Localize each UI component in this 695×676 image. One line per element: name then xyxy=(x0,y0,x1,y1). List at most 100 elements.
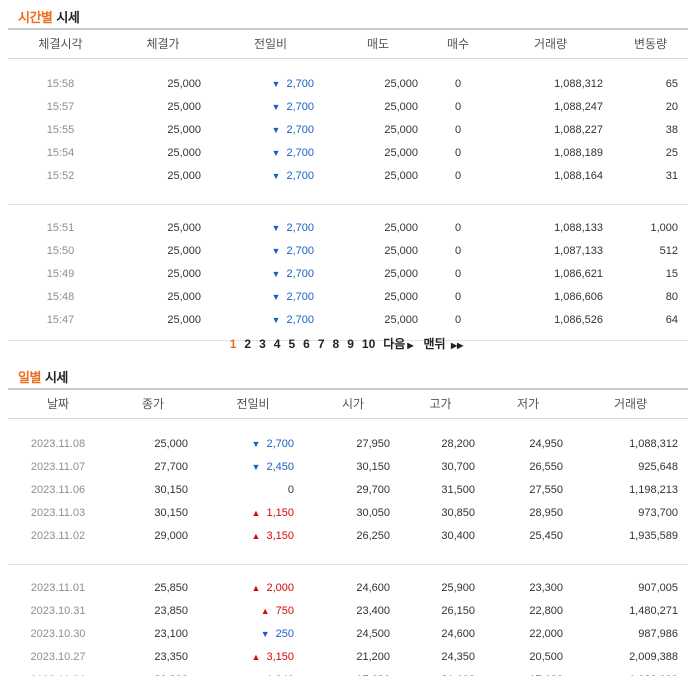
header-date: 날짜 xyxy=(8,388,108,419)
cell-volume: 1,088,227 xyxy=(554,123,603,136)
cell-high: 30,850 xyxy=(441,506,475,519)
cell-volume: 1,088,133 xyxy=(554,221,603,234)
cell-volume: 987,986 xyxy=(638,627,678,640)
page-link-2[interactable]: 2 xyxy=(244,337,252,351)
cell-open: 27,950 xyxy=(356,437,390,450)
cell-change: 65 xyxy=(665,77,678,90)
cell-volume: 1,935,589 xyxy=(629,529,678,542)
page-link-5[interactable]: 5 xyxy=(288,337,296,351)
cell-close: 30,150 xyxy=(154,483,188,496)
cell-high: 28,200 xyxy=(441,437,475,450)
cell-volume: 1,088,247 xyxy=(554,100,603,113)
diff-value: 2,450 xyxy=(266,460,294,473)
cell-buy: 0 xyxy=(454,169,462,182)
cell-diff: ▼ 2,700 xyxy=(213,72,328,95)
page-link-9[interactable]: 9 xyxy=(347,337,354,351)
table-row: 2023.11.01 25,850 ▲ 2,000 24,600 25,900 23,300… xyxy=(8,576,688,599)
next-page-link[interactable]: 다음 ▶ xyxy=(383,337,415,351)
cell-date: 2023.11.06 xyxy=(30,483,86,496)
daily-section-title: 일별 시세 xyxy=(18,371,68,386)
last-page-link[interactable]: 맨뒤 ▶▶ xyxy=(424,337,466,351)
time-section-title: 시간별 시세 xyxy=(18,11,80,26)
cell-close: 25,000 xyxy=(154,437,188,450)
cell-sell: 25,000 xyxy=(384,123,418,136)
page-link-1[interactable]: 1 xyxy=(229,337,237,351)
triangle-up-icon: ▲ xyxy=(251,530,261,541)
cell-open: 26,250 xyxy=(356,529,390,542)
cell-open: 24,500 xyxy=(356,627,390,640)
triangle-down-icon: ▼ xyxy=(251,438,261,449)
page-link-3[interactable]: 3 xyxy=(259,337,266,351)
triangle-up-icon: ▲ xyxy=(251,651,261,662)
page-link-10[interactable]: 10 xyxy=(361,337,376,351)
cell-sell: 25,000 xyxy=(384,77,418,90)
cell-open: 21,200 xyxy=(356,650,390,663)
cell-time: 15:57 xyxy=(46,100,75,113)
header-diff: 전일비 xyxy=(213,28,328,59)
cell-buy: 0 xyxy=(454,123,462,136)
cell-sell: 25,000 xyxy=(384,244,418,257)
diff-value: 3,150 xyxy=(266,650,294,663)
cell-open: 23,400 xyxy=(356,604,390,617)
header-price: 체결가 xyxy=(113,28,213,59)
page-link-7[interactable]: 7 xyxy=(317,337,325,351)
cell-volume: 1,088,312 xyxy=(629,437,678,450)
cell-high: 24,350 xyxy=(441,650,475,663)
triangle-up-icon: ▲ xyxy=(251,582,261,593)
cell-close: 20,200 xyxy=(108,668,198,676)
cell-date: 2023.10.27 xyxy=(30,650,86,663)
cell-open: 30,150 xyxy=(356,460,390,473)
page-link-8[interactable]: 8 xyxy=(332,337,340,351)
page-link-6[interactable]: 6 xyxy=(303,337,310,351)
cell-diff: ▼ 2,700 xyxy=(213,262,328,285)
cell-price: 25,000 xyxy=(167,313,201,326)
diff-value: 2,700 xyxy=(286,221,314,234)
cell-low: 26,550 xyxy=(529,460,563,473)
cell-low: 22,000 xyxy=(529,627,563,640)
pagination: 1 2 3 4 5 6 7 8 9 10 다음 ▶ 맨뒤 ▶▶ xyxy=(0,335,695,352)
cell-diff: ▲ 3,150 xyxy=(198,645,308,668)
cell-date: 2023.11.08 xyxy=(30,437,86,450)
triangle-down-icon: ▼ xyxy=(271,147,281,158)
triangle-down-icon: ▼ xyxy=(271,222,281,233)
cell-diff: ▼ 2,700 xyxy=(213,285,328,308)
cell-volume: 1,087,133 xyxy=(554,244,603,257)
table-row: 2023.11.07 27,700 ▼ 2,450 30,150 30,700 26,550… xyxy=(8,455,688,478)
cell-diff: ▼ 2,700 xyxy=(213,95,328,118)
cell-diff: ▼ 2,450 xyxy=(198,455,308,478)
cell-volume: 1,480,271 xyxy=(629,604,678,617)
page-link-4[interactable]: 4 xyxy=(273,337,281,351)
cell-low: 24,950 xyxy=(529,437,563,450)
cell-volume: 1,036,999 xyxy=(573,668,688,676)
cell-price: 25,000 xyxy=(167,267,201,280)
cell-high: 31,500 xyxy=(441,483,475,496)
cell-volume: 907,005 xyxy=(638,581,678,594)
cell-high: 26,150 xyxy=(441,604,475,617)
cell-volume: 925,648 xyxy=(638,460,678,473)
triangle-down-icon: ▼ xyxy=(271,170,281,181)
cell-diff: ▲ 750 xyxy=(198,599,308,622)
table-row: 15:51 25,000 ▼ 2,700 25,000 0 1,088,133 1,000 xyxy=(8,216,688,239)
cell-buy: 0 xyxy=(454,313,462,326)
diff-value: 2,700 xyxy=(286,267,314,280)
cell-time: 15:55 xyxy=(46,123,75,136)
cell-high: 24,600 xyxy=(441,627,475,640)
cell-buy: 0 xyxy=(454,77,462,90)
cell-sell: 25,000 xyxy=(384,169,418,182)
diff-value: 2,000 xyxy=(266,581,294,594)
cell-volume: 973,700 xyxy=(638,506,678,519)
header-high: 고가 xyxy=(398,388,483,419)
cell-date: 2023.11.01 xyxy=(30,581,86,594)
cell-diff: ▲ 2,000 xyxy=(198,576,308,599)
table-row: 15:50 25,000 ▼ 2,700 25,000 0 1,087,133 512 xyxy=(8,239,688,262)
cell-sell: 25,000 xyxy=(384,267,418,280)
table-row: 2023.11.06 30,150 0 29,700 31,500 27,550 1,198… xyxy=(8,478,688,501)
cell-open: 24,600 xyxy=(356,581,390,594)
header-time: 체결시각 xyxy=(8,28,113,59)
cell-close: 23,100 xyxy=(154,627,188,640)
last-label: 맨뒤 xyxy=(423,337,446,351)
cell-sell: 25,000 xyxy=(384,100,418,113)
table-row: 15:48 25,000 ▼ 2,700 25,000 0 1,086,606 80 xyxy=(8,285,688,308)
cell-volume: 1,086,526 xyxy=(554,313,603,326)
cell-volume: 1,088,312 xyxy=(554,77,603,90)
